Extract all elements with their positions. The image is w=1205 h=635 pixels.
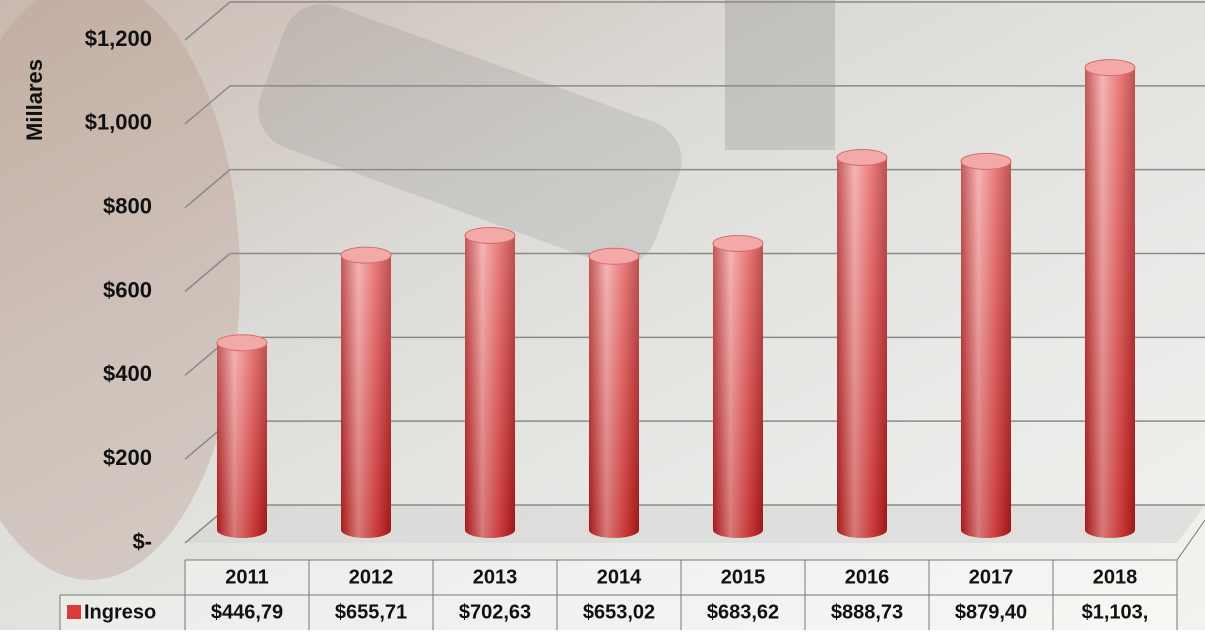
table-border bbox=[1176, 519, 1205, 561]
legend-key bbox=[67, 605, 81, 619]
legend-label: Ingreso bbox=[84, 601, 156, 623]
y-tick-label: $400 bbox=[103, 361, 152, 386]
bar-shade bbox=[1085, 59, 1135, 538]
data-label: $446,79 bbox=[211, 601, 283, 623]
y-tick-label: $- bbox=[132, 529, 152, 554]
background-figure bbox=[0, 0, 240, 580]
data-label: $888,73 bbox=[831, 601, 903, 623]
y-tick-label: $200 bbox=[103, 445, 152, 470]
x-tick-label: 2018 bbox=[1093, 566, 1138, 588]
data-label: $655,71 bbox=[335, 601, 407, 623]
background-figure bbox=[725, 0, 835, 150]
x-tick-label: 2014 bbox=[597, 566, 642, 588]
grid-line bbox=[184, 1, 1205, 41]
grid-line bbox=[184, 85, 1205, 125]
bar-shade bbox=[589, 248, 639, 538]
x-tick-label: 2013 bbox=[473, 566, 518, 588]
background-figure bbox=[258, 3, 682, 267]
bar-shade bbox=[217, 334, 267, 538]
x-tick-label: 2011 bbox=[225, 566, 268, 588]
bar-top bbox=[836, 148, 888, 166]
bar-top bbox=[712, 234, 764, 252]
bar-shade bbox=[341, 247, 391, 538]
data-label: $1,103, bbox=[1082, 601, 1149, 623]
bar-top bbox=[340, 246, 392, 264]
bar-top bbox=[216, 334, 268, 352]
data-label: $879,40 bbox=[955, 601, 1027, 623]
data-label: $702,63 bbox=[459, 601, 531, 623]
y-axis-title: Millares bbox=[22, 59, 47, 141]
bar-shade bbox=[837, 149, 887, 539]
table-background bbox=[60, 595, 1177, 630]
floor bbox=[185, 505, 1205, 543]
x-tick-label: 2017 bbox=[969, 566, 1014, 588]
data-label: $653,02 bbox=[583, 601, 655, 623]
y-tick-label: $1,200 bbox=[85, 26, 152, 51]
data-label: $683,62 bbox=[707, 601, 779, 623]
y-tick-label: $600 bbox=[103, 277, 152, 302]
bar-top bbox=[464, 226, 516, 244]
bar-shade bbox=[465, 227, 515, 538]
bar-top bbox=[588, 247, 640, 265]
bar-top bbox=[960, 152, 1012, 170]
x-tick-label: 2012 bbox=[349, 566, 394, 588]
y-tick-label: $1,000 bbox=[85, 110, 152, 135]
x-tick-label: 2016 bbox=[845, 566, 890, 588]
bar-shade bbox=[961, 153, 1011, 538]
bar-top bbox=[1084, 59, 1136, 77]
x-tick-label: 2015 bbox=[721, 566, 766, 588]
bar-shade bbox=[713, 235, 763, 538]
y-tick-label: $800 bbox=[103, 193, 152, 218]
